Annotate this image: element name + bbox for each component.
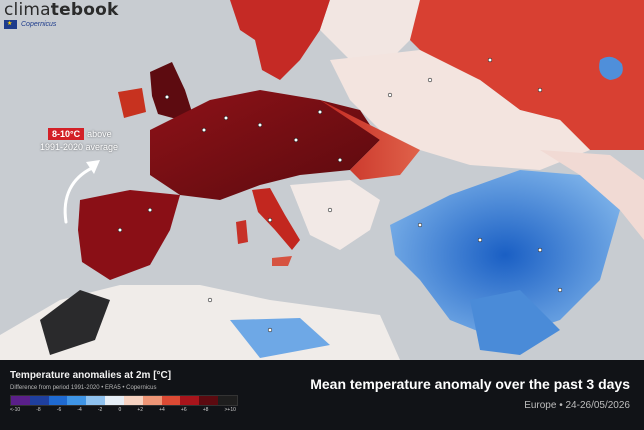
city-marker [477, 237, 483, 243]
city-marker [417, 222, 423, 228]
city-marker [317, 109, 323, 115]
partner-name: Copernicus [21, 21, 57, 28]
legend-tick-label: +4 [159, 407, 165, 413]
legend-swatch [180, 396, 200, 405]
city-marker [223, 115, 229, 121]
main-title: Mean temperature anomaly over the past 3… [310, 376, 630, 392]
brand-bold: tebook [50, 0, 119, 20]
city-marker [164, 94, 170, 100]
legend-tick-label: +2 [137, 407, 144, 413]
anomaly-callout: 8-10°C above 1991-2020 average [40, 128, 118, 152]
legend-swatch [11, 396, 30, 405]
legend-ticks: <-10 -8 -6 -4 -2 0 +2 +4 +6 +8 >+10 [10, 407, 236, 413]
legend-swatch [67, 396, 87, 405]
sicily-region [272, 256, 292, 266]
legend-tick-label: +6 [180, 407, 187, 413]
legend-tick-label: -4 [77, 407, 82, 413]
city-marker [327, 207, 333, 213]
city-marker [207, 297, 213, 303]
city-marker [487, 57, 493, 63]
western-europe-region [150, 90, 380, 200]
footer-panel: Temperature anomalies at 2m [°C] Differe… [0, 360, 644, 430]
libya-cool-region [230, 318, 330, 358]
city-marker [267, 217, 273, 223]
callout-average: 1991-2020 average [40, 142, 119, 152]
legend-swatch [199, 396, 219, 405]
finland-region [320, 0, 420, 70]
legend-title: Temperature anomalies at 2m [°C] [10, 370, 172, 381]
legend-tick-label: 0 [118, 407, 122, 413]
britain-region [150, 62, 192, 120]
city-marker [117, 227, 123, 233]
scandinavia-region [230, 0, 330, 80]
turkey-middle-east-region [390, 170, 620, 340]
legend-tick-label: <-10 [10, 407, 21, 413]
partner-row: Copernicus [4, 20, 118, 29]
city-marker [387, 92, 393, 98]
legend-swatch [86, 396, 106, 405]
legend-swatch [161, 396, 181, 405]
iberia-region [78, 190, 180, 280]
city-marker [537, 247, 543, 253]
city-marker [293, 137, 299, 143]
ireland-region [118, 88, 146, 118]
legend-tick-label: -2 [97, 407, 103, 413]
main-subtitle: Europe • 24-26/05/2026 [524, 400, 630, 411]
city-marker [147, 207, 153, 213]
callout-arrow-head [86, 160, 100, 174]
legend-swatch [123, 396, 143, 405]
city-markers [117, 57, 563, 333]
city-marker [201, 127, 207, 133]
legend-swatch [105, 396, 124, 405]
city-marker [557, 287, 563, 293]
city-marker [337, 157, 343, 163]
legend-swatch [29, 396, 49, 405]
city-marker [267, 327, 273, 333]
city-marker [427, 77, 433, 83]
brand-prefix: clima [4, 0, 51, 20]
logo: climatebook Copernicus [4, 0, 118, 29]
legend-swatch [218, 396, 237, 405]
callout-arrow [63, 166, 94, 224]
legend-tick-label: -6 [56, 407, 62, 413]
anomaly-map [0, 0, 644, 360]
central-europe-warm-region [320, 100, 420, 180]
callout-highlight: 8-10°C [48, 128, 85, 140]
brand-wordmark: climatebook [4, 0, 118, 20]
city-marker [537, 87, 543, 93]
italy-region [252, 188, 300, 250]
russia-blue-spot [599, 56, 623, 80]
legend-swatch [142, 396, 162, 405]
callout-above: above [87, 129, 112, 139]
legend-tick-label: >+10 [224, 407, 236, 413]
balkans-region [290, 180, 380, 250]
eastern-europe-region [330, 50, 590, 170]
legend-swatch [48, 396, 68, 405]
legend-subtitle: Difference from period 1991-2020 • ERA5 … [10, 385, 157, 391]
sardinia-region [236, 220, 248, 244]
eu-flag-icon [4, 20, 17, 29]
northeast-russia-region [410, 0, 644, 150]
callout-line-1: 8-10°C above [48, 128, 118, 140]
morocco-region [40, 290, 110, 355]
caucasus-region [540, 150, 644, 240]
legend-tick-label: +8 [202, 407, 209, 413]
levant-cool-region [470, 290, 560, 355]
legend-tick-label: -8 [36, 407, 41, 413]
city-marker [257, 122, 263, 128]
legend-colorbar [10, 395, 238, 406]
